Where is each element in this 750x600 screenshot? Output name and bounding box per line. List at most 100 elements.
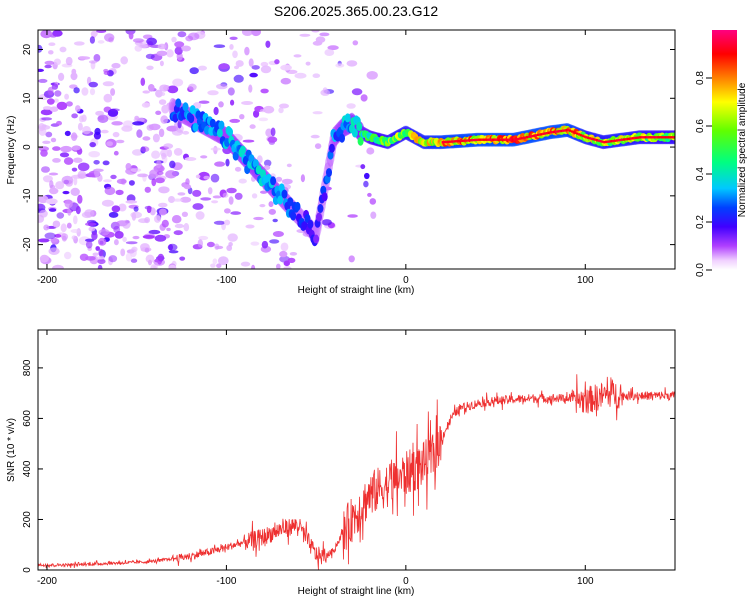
heatmap-noise-blob <box>217 256 229 266</box>
heatmap-noise-blob <box>270 127 276 137</box>
heatmap-noise-blob <box>55 181 65 190</box>
heatmap-noise-blob <box>173 148 183 156</box>
heatmap-noise-blob <box>200 197 212 201</box>
heatmap-noise-blob <box>125 200 138 204</box>
heatmap-ridge-peak <box>558 130 561 133</box>
heatmap-noise-blob <box>82 126 91 135</box>
heatmap-ridge-core <box>281 189 288 199</box>
heatmap-noise-blob <box>130 168 142 173</box>
heatmap-noise-blob <box>229 36 238 40</box>
heatmap-ridge-peak <box>526 136 529 139</box>
heatmap-noise-blob <box>367 192 372 197</box>
heatmap-noise-blob <box>151 150 161 159</box>
heatmap-noise-blob <box>234 166 242 172</box>
heatmap-ridge-peak <box>642 136 645 139</box>
heatmap-noise-blob <box>283 260 290 267</box>
heatmap-noise-blob <box>40 149 48 157</box>
heatmap-ridge-core <box>218 120 225 130</box>
heatmap-noise-blob <box>107 70 114 77</box>
heatmap-noise-blob <box>101 199 114 207</box>
heatmap-noise-blob <box>156 159 162 169</box>
heatmap-noise-blob <box>210 147 221 151</box>
heatmap-noise-blob <box>212 258 218 265</box>
heatmap-noise-blob <box>142 235 155 239</box>
heatmap-noise-blob <box>77 162 90 172</box>
heatmap-ridge-peak <box>445 140 448 144</box>
heatmap-ridge-peak <box>517 137 520 141</box>
heatmap-noise-blob <box>71 68 77 75</box>
heatmap-ridge-core <box>232 151 239 161</box>
heatmap-ridge-peak <box>457 139 460 143</box>
heatmap-noise-blob <box>226 245 233 251</box>
heatmap-noise-blob <box>115 139 125 144</box>
heatmap-ridge-peak <box>664 136 667 139</box>
heatmap-noise-blob <box>181 45 192 52</box>
heatmap-ridge-peak <box>657 136 660 139</box>
heatmap-noise-blob <box>62 190 70 195</box>
heatmap-noise-blob <box>95 110 104 116</box>
heatmap-noise-blob <box>172 78 184 87</box>
colorbar-ticks: 0.0 0.2 0.4 0.6 0.8 <box>695 71 712 277</box>
heatmap-noise-blob <box>253 110 260 118</box>
heatmap-ridge-core <box>182 102 189 112</box>
heatmap-noise-blob <box>48 247 60 255</box>
heatmap-ridge-peak <box>488 138 491 141</box>
heatmap-ridge-peak <box>601 140 604 143</box>
heatmap-noise-blob <box>56 212 65 219</box>
y-tick-label: -20 <box>22 237 33 252</box>
heatmap-noise-blob <box>44 60 55 65</box>
heatmap-noise-blob <box>54 264 61 269</box>
heatmap-noise-blob <box>45 131 53 138</box>
heatmap-noise-blob <box>213 220 226 225</box>
heatmap-noise-blob <box>46 98 55 105</box>
heatmap-ridge-peak <box>655 136 658 139</box>
heatmap-ridge-peak <box>551 131 554 134</box>
heatmap-ridge-core <box>327 150 334 160</box>
heatmap-noise-blob <box>77 122 83 131</box>
heatmap-noise-blob <box>60 223 67 233</box>
heatmap-noise-blob <box>192 189 202 197</box>
heatmap-ridge-peak <box>628 137 631 140</box>
heatmap-noise-blob <box>203 175 210 180</box>
heatmap-noise-blob <box>40 30 53 39</box>
heatmap-ridge-core <box>175 98 182 108</box>
heatmap-noise-blob <box>272 218 278 223</box>
heatmap-noise-blob <box>279 250 288 258</box>
heatmap-ridge-peak <box>578 133 581 136</box>
heatmap-ridge-peak <box>565 129 568 132</box>
heatmap-noise-blob <box>265 128 273 137</box>
heatmap-noise-blob <box>120 56 128 65</box>
heatmap-noise-blob <box>174 41 185 48</box>
heatmap-ridge-peak <box>592 138 595 141</box>
heatmap-noise-blob <box>198 235 209 241</box>
heatmap-noise-blob <box>111 205 121 213</box>
heatmap-ridge-peak <box>459 139 462 143</box>
heatmap-ridge-peak <box>556 130 559 133</box>
heatmap-ridge-core <box>294 201 301 211</box>
heatmap-ridge-peak <box>468 139 471 142</box>
heatmap-noise-blob <box>324 49 335 56</box>
heatmap-noise-blob <box>148 123 161 131</box>
spectrogram-plot-area <box>38 30 675 269</box>
heatmap-noise-blob <box>188 32 200 41</box>
heatmap-noise-blob <box>233 74 244 83</box>
y-tick-label: 800 <box>22 359 33 376</box>
heatmap-ridge-peak <box>617 139 620 142</box>
heatmap-noise-blob <box>140 77 146 87</box>
heatmap-noise-blob <box>272 231 284 237</box>
heatmap-ridge-peak <box>579 133 582 137</box>
heatmap-noise-blob <box>122 236 127 243</box>
heatmap-noise-blob <box>166 227 171 232</box>
heatmap-noise-blob <box>88 226 96 232</box>
heatmap-ridge-core <box>209 118 216 128</box>
heatmap-noise-blob <box>73 176 78 186</box>
heatmap-ridge-peak <box>513 138 516 141</box>
heatmap-noise-blob <box>197 239 203 248</box>
heatmap-noise-blob <box>39 254 50 263</box>
heatmap-noise-blob <box>239 114 245 120</box>
heatmap-noise-blob <box>103 93 113 103</box>
heatmap-ridge-peak <box>452 140 455 143</box>
heatmap-ridge-peak <box>486 138 489 141</box>
heatmap-noise-blob <box>305 61 311 66</box>
heatmap-noise-blob <box>192 203 204 210</box>
